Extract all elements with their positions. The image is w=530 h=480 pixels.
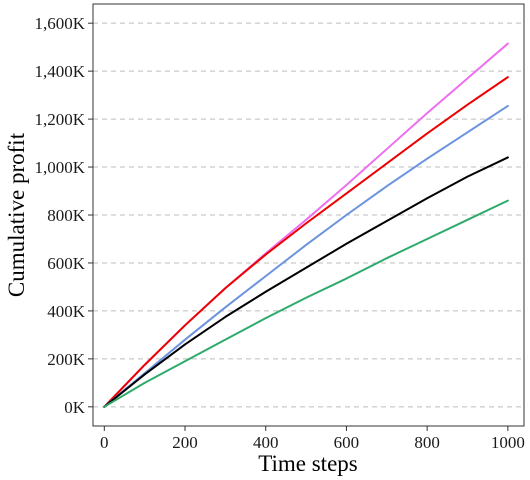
y-tick-label: 200K <box>47 350 86 369</box>
y-tick-label: 400K <box>47 302 86 321</box>
series-line-3 <box>103 104 509 408</box>
x-tick-label: 800 <box>414 433 440 452</box>
x-tick-label: 400 <box>253 433 279 452</box>
series-line-5 <box>103 199 509 408</box>
y-tick-label: 1,400K <box>34 62 85 81</box>
y-tick-label: 1,600K <box>34 14 85 33</box>
x-tick-label: 1000 <box>491 433 525 452</box>
y-axis-title: Cumulative profit <box>4 132 29 297</box>
y-tick-label: 800K <box>47 206 86 225</box>
series-line-4 <box>103 156 509 408</box>
y-axis: 0K 200K 400K 600K 800K 1,000K 1,200K 1,400K 1,60… <box>34 14 93 417</box>
x-tick-label: 200 <box>172 433 198 452</box>
x-tick-label: 600 <box>334 433 360 452</box>
x-tick-label: 0 <box>100 433 109 452</box>
y-tick-label: 0K <box>64 398 86 417</box>
series-lines <box>103 42 509 408</box>
y-tick-label: 1,200K <box>34 110 85 129</box>
series-line-1 <box>103 42 509 408</box>
y-tick-label: 1,000K <box>34 158 85 177</box>
series-line-2 <box>103 76 509 408</box>
grid <box>93 22 524 408</box>
y-tick-label: 600K <box>47 254 86 273</box>
x-axis-title: Time steps <box>258 451 358 476</box>
x-axis: 0 200 400 600 800 1000 <box>100 426 525 452</box>
